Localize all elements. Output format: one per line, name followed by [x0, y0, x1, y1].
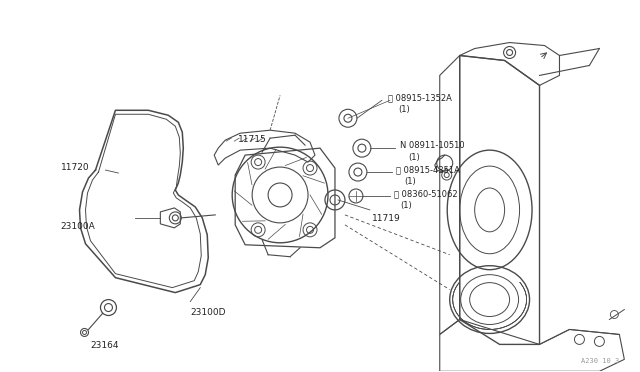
Text: 11720: 11720	[61, 163, 89, 172]
Text: 23100D: 23100D	[190, 308, 226, 317]
Text: (1): (1)	[408, 153, 420, 162]
Text: Ⓢ 08360-51062: Ⓢ 08360-51062	[394, 189, 458, 198]
Text: (1): (1)	[404, 177, 415, 186]
Text: 11719: 11719	[372, 214, 401, 223]
Text: A230 10 3: A230 10 3	[581, 358, 620, 364]
Text: 23100A: 23100A	[61, 222, 95, 231]
Text: 11715: 11715	[238, 135, 267, 144]
Text: (1): (1)	[400, 201, 412, 210]
Text: 23164: 23164	[90, 341, 119, 350]
Text: (1): (1)	[398, 105, 410, 114]
Text: Ⓦ 08915-1352A: Ⓦ 08915-1352A	[388, 93, 452, 102]
Text: N 08911-10510: N 08911-10510	[400, 141, 465, 150]
Text: Ⓦ 08915-4351A: Ⓦ 08915-4351A	[396, 165, 460, 174]
